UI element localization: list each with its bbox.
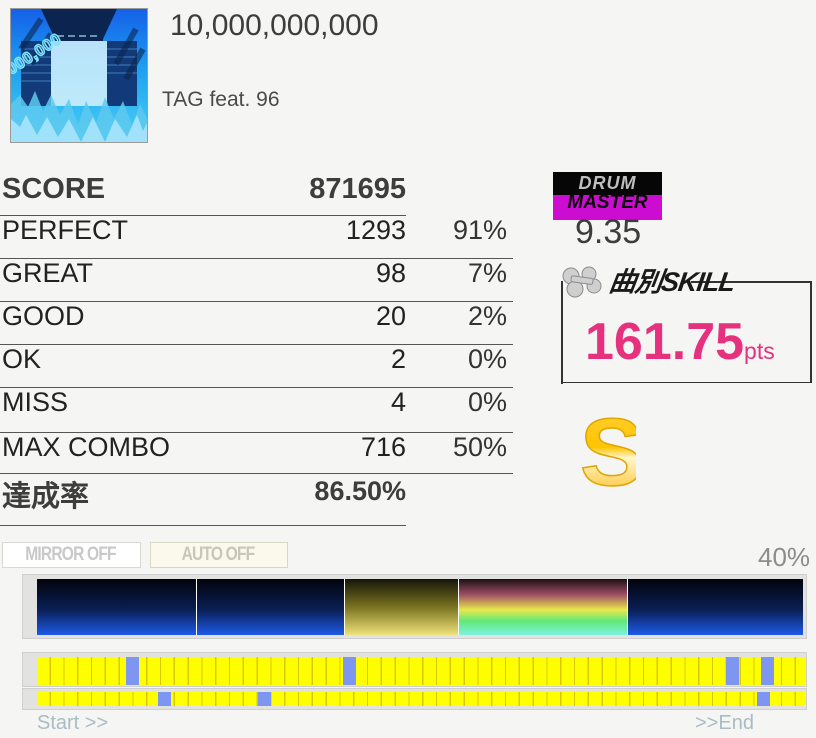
svg-text:S: S: [580, 408, 636, 500]
